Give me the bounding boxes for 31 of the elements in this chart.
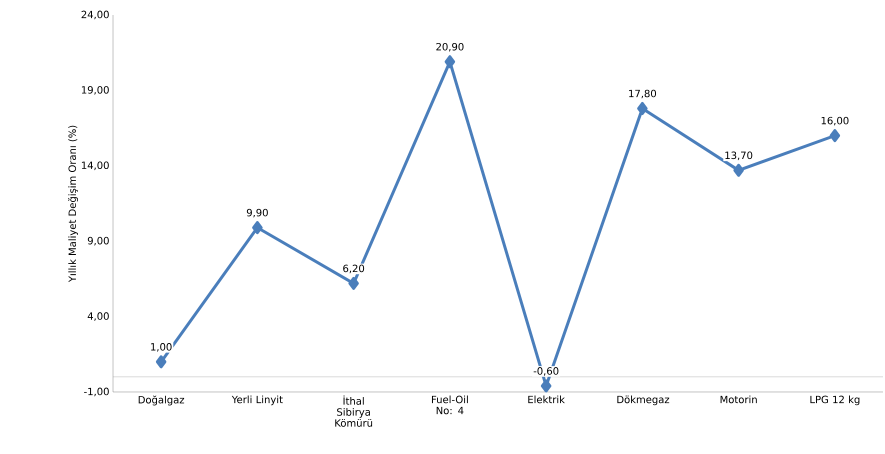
x-tick-label: Motorin	[720, 396, 757, 404]
y-axis-title: Yıllık Maliyet Değişim Oranı (%)	[68, 126, 78, 282]
x-tick-label: Dökmegaz	[617, 396, 670, 406]
data-label: 16,00	[822, 116, 849, 126]
data-label: 6,20	[343, 264, 364, 274]
x-tick-label: Yerli Linyit	[232, 396, 283, 406]
x-tick-label: Fuel-Oil No: 4	[432, 396, 468, 414]
data-label: -0,60	[534, 367, 558, 376]
data-label: 17,80	[629, 90, 656, 98]
point	[830, 129, 840, 142]
y-tick-label: 4,00	[88, 312, 109, 321]
y-tick-label: 24,00	[82, 10, 109, 20]
point	[540, 379, 552, 392]
point	[444, 55, 456, 68]
x-tick-label: Doğalgaz	[138, 396, 184, 406]
y-tick-label: 14,00	[82, 161, 109, 170]
point	[733, 164, 744, 177]
x-tick-label: LPG 12 kg	[810, 396, 860, 406]
point	[156, 355, 166, 368]
data-label: 9,90	[246, 208, 268, 218]
point	[252, 221, 263, 234]
point	[637, 102, 648, 115]
y-tick-label: -1,00	[84, 388, 109, 396]
y-tick-label: 9,00	[88, 236, 109, 246]
data-label: 20,90	[436, 42, 464, 52]
data-label: 13,70	[725, 152, 752, 160]
x-tick-label: İthal Sibirya Kömürü	[335, 396, 372, 427]
data-label: 1,00	[151, 343, 172, 352]
x-tick-label: Elektrik	[528, 396, 565, 404]
y-tick-label: 19,00	[82, 86, 109, 95]
point	[348, 276, 359, 290]
